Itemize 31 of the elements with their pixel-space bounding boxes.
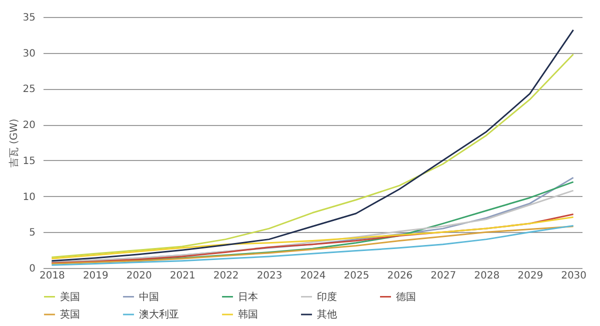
y-tick-label: 5 <box>29 228 36 239</box>
x-tick-label: 2023 <box>256 270 282 282</box>
x-tick-label: 2019 <box>82 270 108 282</box>
x-tick-label: 2018 <box>39 270 65 282</box>
y-tick-label: 35 <box>22 12 36 24</box>
legend-label: 德国 <box>396 292 416 303</box>
x-tick-label: 2029 <box>518 270 544 282</box>
legend-label: 韩国 <box>238 308 258 320</box>
legend-label: 日本 <box>238 290 258 303</box>
legend-label: 澳大利亚 <box>139 308 179 320</box>
x-tick-label: 2024 <box>300 270 326 282</box>
x-tick-label: 2026 <box>387 270 413 282</box>
legend-label: 英国 <box>60 308 80 320</box>
x-tick-label: 2025 <box>344 270 370 282</box>
y-tick-label: 0 <box>29 264 36 274</box>
legend-label: 印度 <box>317 290 337 303</box>
legend-label: 其他 <box>317 308 337 320</box>
x-tick-label: 2021 <box>170 270 196 282</box>
y-tick-label: 20 <box>22 120 36 132</box>
legend-label: 美国 <box>60 290 80 303</box>
y-axis-title: 吉瓦 (GW) <box>8 118 20 168</box>
y-tick-label: 25 <box>22 84 36 96</box>
y-tick-label: 30 <box>22 48 36 60</box>
y-tick-label: 10 <box>22 192 36 203</box>
y-tick-label: 15 <box>22 156 36 167</box>
legend-label: 中国 <box>139 290 159 303</box>
x-tick-label: 2020 <box>126 270 152 282</box>
x-tick-label: 2027 <box>430 270 456 282</box>
x-tick-label: 2028 <box>474 270 500 282</box>
x-tick-label: 2030 <box>561 270 587 282</box>
x-tick-label: 2022 <box>213 270 239 282</box>
